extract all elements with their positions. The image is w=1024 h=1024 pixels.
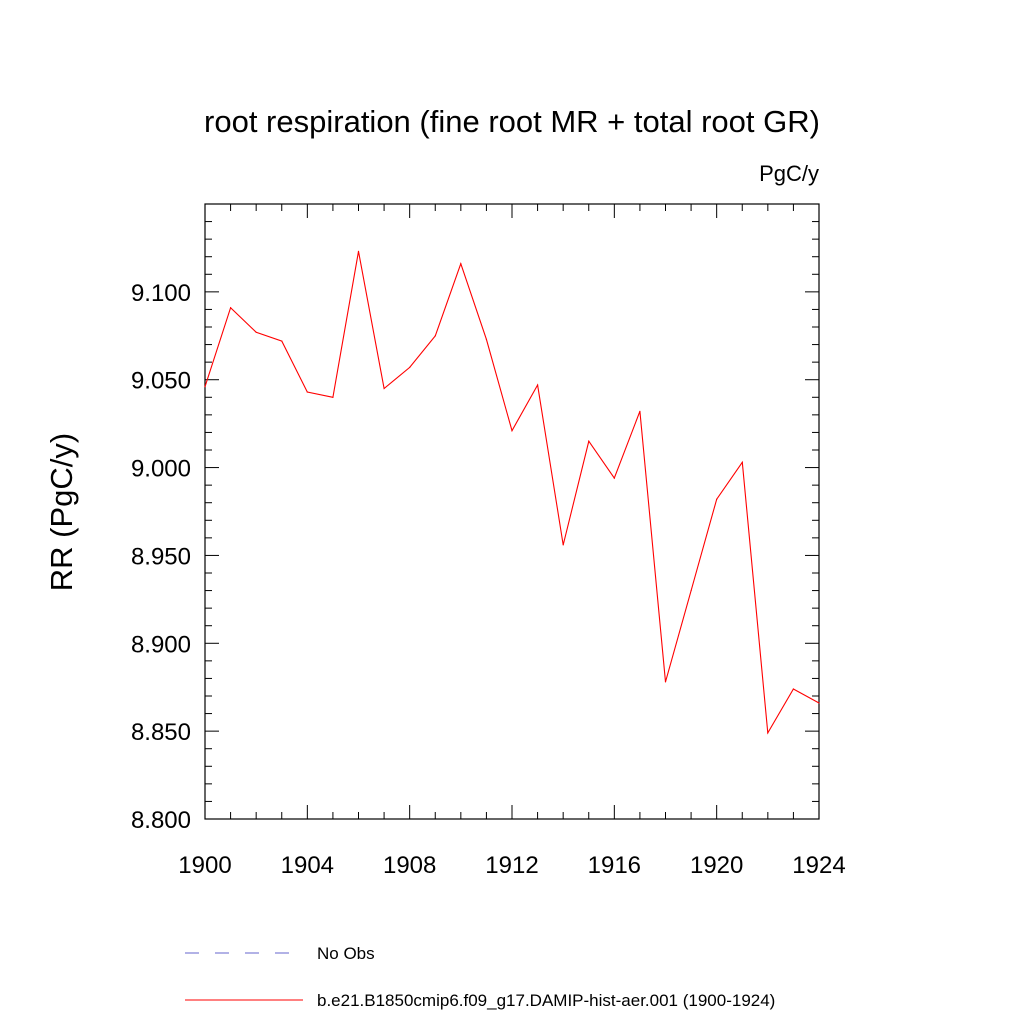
data-point [434,335,436,337]
y-tick-label: 8.950 [131,543,191,570]
x-tick-label: 1900 [178,852,231,879]
data-point [332,396,334,398]
data-point [460,263,462,265]
y-tick-label: 8.800 [131,807,191,834]
legend-label-no-obs: No Obs [317,944,375,963]
series-line [204,251,820,735]
y-tick-label: 9.000 [131,456,191,483]
data-point [562,544,564,546]
data-point [767,732,769,734]
data-point [716,498,718,500]
x-tick-label: 1916 [588,852,641,879]
data-point [485,338,487,340]
data-point [409,366,411,368]
y-tick-labels: 8.800 8.850 8.900 8.950 9.000 9.050 9.100 [131,280,191,834]
units-label: PgC/y [759,161,819,186]
x-tick-label: 1924 [792,852,845,879]
data-series [204,250,820,735]
data-point [741,461,743,463]
legend-label-model-run: b.e21.B1850cmip6.f09_g17.DAMIP-hist-aer.… [317,991,775,1010]
axis-ticks [204,204,820,820]
y-tick-label: 9.100 [131,280,191,307]
y-tick-label: 9.050 [131,368,191,395]
x-tick-label: 1908 [383,852,436,879]
data-point [255,331,257,333]
data-point [204,386,206,388]
x-tick-labels: 1900 1904 1908 1912 1916 1920 1924 [178,852,845,879]
data-point [230,307,232,309]
data-point [588,440,590,442]
x-tick-label: 1920 [690,852,743,879]
data-point [281,340,283,342]
legend: No Obs b.e21.B1850cmip6.f09_g17.DAMIP-hi… [185,944,775,1010]
data-point [664,681,667,683]
y-tick-label: 8.850 [131,719,191,746]
x-tick-label: 1904 [281,852,334,879]
y-tick-label: 8.900 [131,631,191,658]
data-point [690,590,692,592]
data-point [511,430,513,432]
y-axis-label: RR (PgC/y) [44,433,79,591]
data-point [639,410,641,412]
data-point [613,477,615,479]
data-point [792,688,795,690]
data-point [383,387,385,390]
data-point [818,702,820,704]
x-tick-label: 1912 [485,852,538,879]
chart-title: root respiration (fine root MR + total r… [204,104,820,139]
data-point [306,391,308,393]
plot-frame [204,203,820,820]
data-point [357,250,360,252]
data-point [537,384,539,386]
